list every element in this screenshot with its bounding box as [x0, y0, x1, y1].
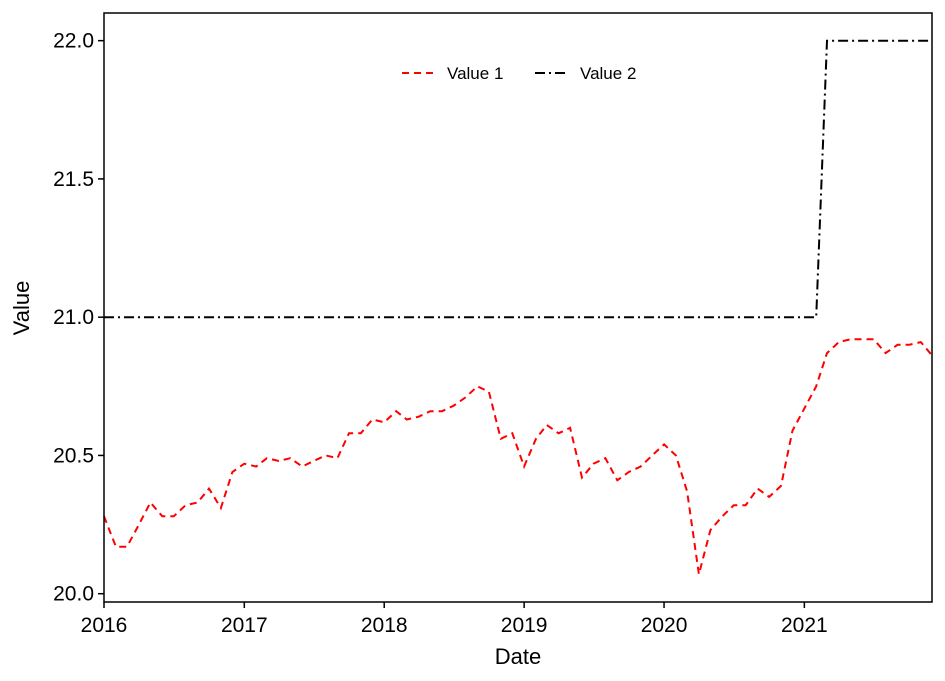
- plot-panel-border: [103, 12, 933, 603]
- legend-label-1: Value 1: [447, 64, 503, 83]
- x-tick-label: 2021: [781, 614, 828, 637]
- y-axis-ticks: 20.0 20.5 21.0 21.5 22.0: [53, 30, 104, 606]
- series-line-2: [104, 39, 933, 319]
- x-tick-label: 2020: [641, 614, 688, 637]
- y-tick-label: 20.0: [53, 583, 94, 606]
- series-layer: [103, 39, 934, 575]
- x-tick-label: 2018: [361, 614, 408, 637]
- x-tick-label: 2019: [501, 614, 548, 637]
- y-tick-label: 20.5: [53, 444, 94, 467]
- legend: Value 1 Value 2: [402, 64, 636, 83]
- x-tick-label: 2016: [81, 614, 128, 637]
- y-axis-title: Value: [9, 281, 34, 336]
- x-axis-ticks: 2016 2017 2018 2019 2020 2021: [81, 602, 828, 637]
- x-axis-title: Date: [495, 644, 541, 669]
- legend-label-2: Value 2: [580, 64, 636, 83]
- y-tick-label: 22.0: [53, 30, 94, 53]
- y-tick-label: 21.0: [53, 306, 94, 329]
- x-tick-label: 2017: [221, 614, 268, 637]
- series-line-1: [103, 338, 934, 575]
- y-tick-label: 21.5: [53, 168, 94, 191]
